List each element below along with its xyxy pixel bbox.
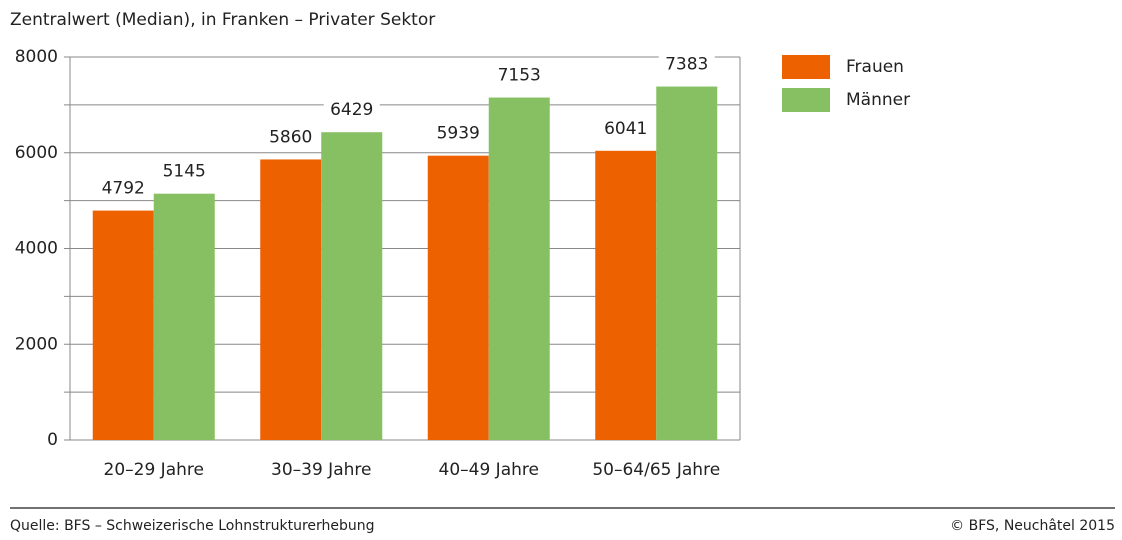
value-label-bg xyxy=(597,117,654,140)
bar xyxy=(153,193,215,440)
bar xyxy=(260,159,322,440)
chart-title: Zentralwert (Median), in Franken – Priva… xyxy=(10,10,435,30)
copyright: © BFS, Neuchâtel 2015 xyxy=(950,518,1115,534)
y-tick-label: 4000 xyxy=(15,239,58,259)
value-label-bg xyxy=(430,122,487,145)
value-label: 7153 xyxy=(498,66,541,86)
bar xyxy=(488,97,550,441)
x-tick-label: 50–64/65 Jahre xyxy=(592,460,720,480)
legend-swatch xyxy=(782,88,830,112)
value-label-bg xyxy=(323,99,380,122)
x-tick-label: 30–39 Jahre xyxy=(271,460,371,480)
value-label-bg xyxy=(491,64,548,87)
y-tick-label: 2000 xyxy=(15,334,58,354)
value-label: 5145 xyxy=(163,162,206,182)
value-label: 6041 xyxy=(604,119,647,139)
x-tick-label: 20–29 Jahre xyxy=(104,460,204,480)
value-label: 5939 xyxy=(437,124,480,144)
bar xyxy=(321,132,383,441)
legend-swatch xyxy=(782,55,830,79)
value-label: 4792 xyxy=(102,179,145,199)
y-tick-label: 8000 xyxy=(15,47,58,67)
value-label: 5860 xyxy=(269,127,312,147)
bar xyxy=(656,86,718,440)
value-label-bg xyxy=(658,53,715,76)
y-tick-label: 0 xyxy=(47,430,58,450)
source: Quelle: BFS – Schweizerische Lohnstruktu… xyxy=(10,518,375,534)
value-label: 6429 xyxy=(330,100,373,120)
value-label: 7383 xyxy=(665,55,708,75)
bar xyxy=(92,210,154,440)
x-tick-label: 40–49 Jahre xyxy=(439,460,539,480)
legend-label: Männer xyxy=(846,90,910,110)
bar xyxy=(427,155,489,440)
bar xyxy=(595,150,657,441)
y-tick-label: 6000 xyxy=(15,143,58,163)
legend-label: Frauen xyxy=(846,57,904,77)
value-label-bg xyxy=(95,177,152,200)
value-label-bg xyxy=(262,126,319,149)
value-label-bg xyxy=(156,160,213,183)
